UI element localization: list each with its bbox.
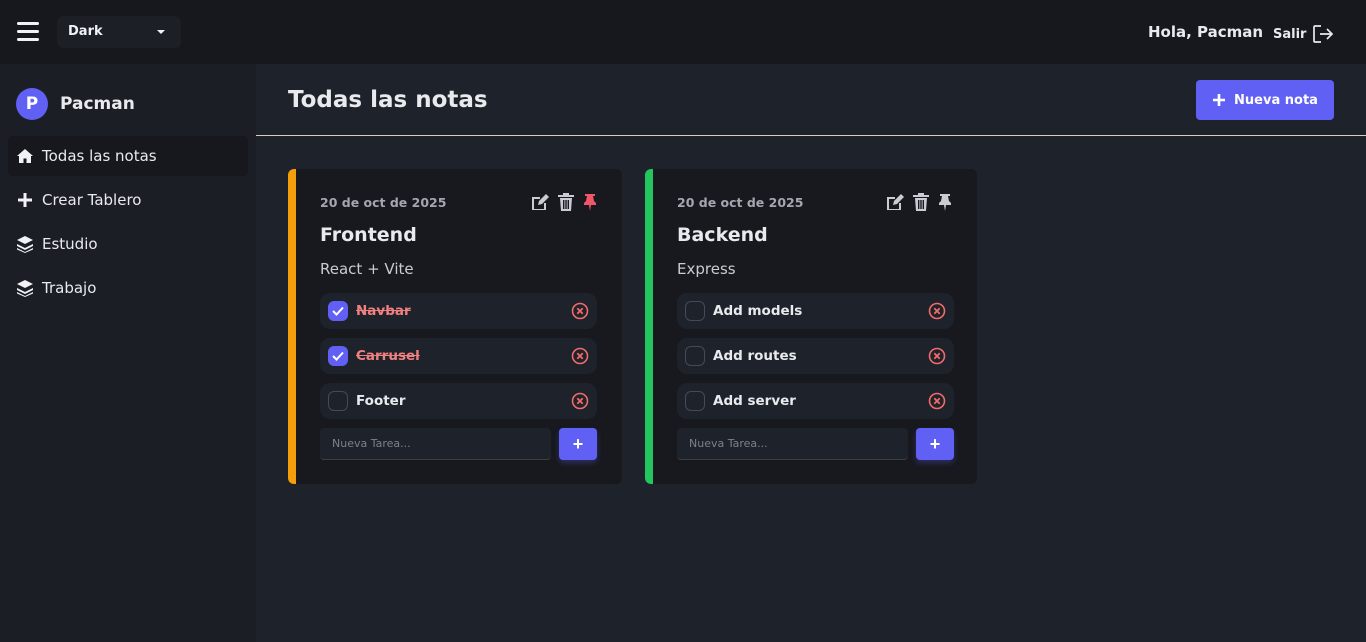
edit-icon[interactable] — [885, 193, 905, 215]
add-task-button[interactable]: + — [916, 428, 954, 460]
note-title: Backend — [677, 224, 768, 246]
note-color-bar — [645, 169, 653, 484]
task-list: Add models Add routes Add server + — [677, 293, 954, 460]
note-date: 20 de oct de 2025 — [320, 195, 447, 210]
delete-task-icon[interactable] — [571, 302, 589, 324]
task-item: Add models — [677, 293, 954, 329]
menu-icon[interactable] — [17, 22, 39, 42]
chevron-down-icon — [157, 30, 165, 34]
task-checkbox[interactable] — [328, 346, 348, 366]
delete-task-icon[interactable] — [928, 392, 946, 414]
sidebar: P Pacman Todas las notas Crear Tablero E… — [0, 64, 256, 642]
task-item: Add routes — [677, 338, 954, 374]
pin-icon[interactable] — [582, 193, 598, 215]
note-card: 20 de oct de 2025 Backend Express Add mo… — [645, 169, 977, 484]
task-checkbox[interactable] — [328, 301, 348, 321]
theme-select[interactable]: Dark — [57, 16, 181, 48]
page-title: Todas las notas — [288, 87, 488, 113]
new-task-input[interactable] — [677, 428, 908, 460]
trash-icon[interactable] — [558, 193, 574, 215]
note-actions — [885, 193, 953, 215]
delete-task-icon[interactable] — [571, 392, 589, 414]
new-task-row: + — [320, 428, 597, 460]
note-card: 20 de oct de 2025 Frontend React + Vite … — [288, 169, 622, 484]
user-profile: P Pacman — [16, 88, 135, 120]
note-title: Frontend — [320, 224, 417, 246]
new-note-button[interactable]: Nueva nota — [1196, 80, 1334, 120]
greeting: Hola, Pacman — [1148, 23, 1264, 41]
pin-icon[interactable] — [937, 193, 953, 215]
new-task-input[interactable] — [320, 428, 551, 460]
logout-button[interactable]: Salir — [1273, 24, 1334, 44]
sidebar-item-crear-tablero[interactable]: Crear Tablero — [8, 180, 248, 220]
sidebar-item-todas-las-notas[interactable]: Todas las notas — [8, 136, 248, 176]
task-checkbox[interactable] — [328, 391, 348, 411]
task-item: Navbar — [320, 293, 597, 329]
task-label: Add server — [713, 393, 796, 409]
task-checkbox[interactable] — [685, 346, 705, 366]
sidebar-item-label: Trabajo — [42, 279, 97, 297]
delete-task-icon[interactable] — [571, 347, 589, 369]
plus-icon — [1213, 94, 1226, 106]
sidebar-item-label: Estudio — [42, 235, 98, 253]
theme-value: Dark — [68, 24, 103, 39]
task-label: Footer — [356, 393, 406, 409]
sidebar-item-estudio[interactable]: Estudio — [8, 224, 248, 264]
note-color-bar — [288, 169, 296, 484]
task-label: Carrusel — [356, 348, 420, 364]
sidebar-item-label: Crear Tablero — [42, 191, 142, 209]
home-icon — [16, 148, 34, 164]
edit-icon[interactable] — [530, 193, 550, 215]
sidebar-item-label: Todas las notas — [42, 147, 157, 165]
task-item: Add server — [677, 383, 954, 419]
note-date: 20 de oct de 2025 — [677, 195, 804, 210]
task-checkbox[interactable] — [685, 301, 705, 321]
task-label: Add routes — [713, 348, 797, 364]
note-description: Express — [677, 260, 736, 278]
plus-icon — [16, 192, 34, 208]
check-icon — [332, 351, 344, 361]
task-label: Navbar — [356, 303, 411, 319]
layers-icon — [16, 279, 34, 297]
layers-icon — [16, 235, 34, 253]
logout-icon — [1313, 25, 1334, 43]
delete-task-icon[interactable] — [928, 302, 946, 324]
avatar: P — [16, 88, 48, 120]
task-item: Footer — [320, 383, 597, 419]
check-icon — [332, 306, 344, 316]
delete-task-icon[interactable] — [928, 347, 946, 369]
task-list: Navbar Carrusel Footer + — [320, 293, 597, 460]
note-actions — [530, 193, 598, 215]
main-header: Todas las notas Nueva nota — [256, 64, 1366, 136]
logout-label: Salir — [1273, 26, 1307, 42]
new-note-label: Nueva nota — [1234, 92, 1318, 108]
username: Pacman — [60, 94, 135, 114]
trash-icon[interactable] — [913, 193, 929, 215]
note-description: React + Vite — [320, 260, 414, 278]
add-task-button[interactable]: + — [559, 428, 597, 460]
task-label: Add models — [713, 303, 803, 319]
top-bar: Dark Hola, Pacman Salir — [0, 0, 1366, 64]
sidebar-nav: Todas las notas Crear Tablero Estudio Tr… — [8, 136, 248, 312]
sidebar-item-trabajo[interactable]: Trabajo — [8, 268, 248, 308]
task-checkbox[interactable] — [685, 391, 705, 411]
task-item: Carrusel — [320, 338, 597, 374]
new-task-row: + — [677, 428, 954, 460]
